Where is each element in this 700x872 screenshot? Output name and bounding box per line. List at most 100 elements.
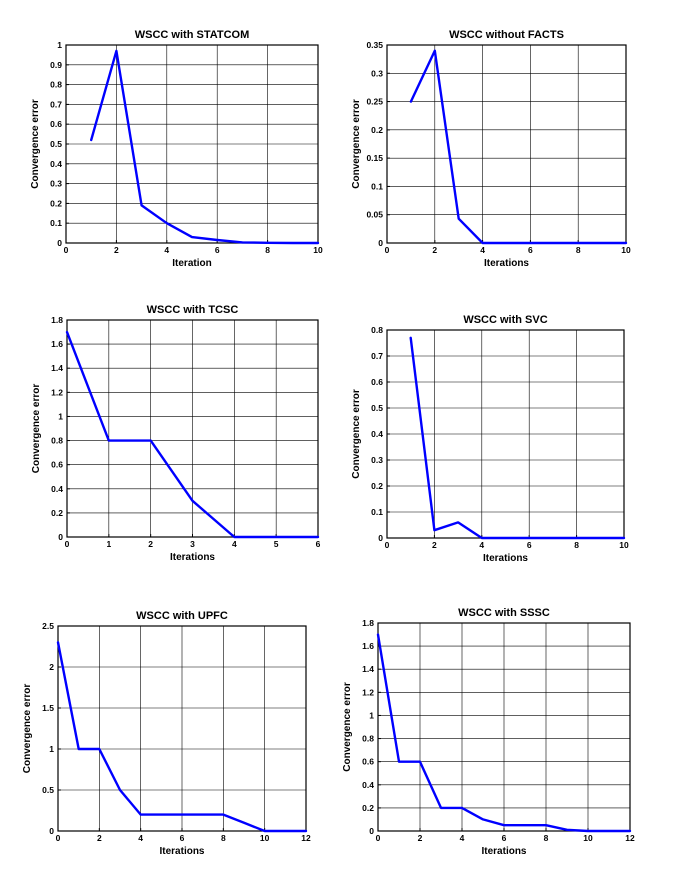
x-tick-label: 4 [480,245,485,255]
y-tick-label: 0.25 [366,97,383,107]
y-tick-label: 0 [57,238,62,248]
y-tick-label: 0.6 [51,460,63,470]
x-tick-label: 2 [114,245,119,255]
x-tick-label: 0 [56,833,61,843]
y-tick-label: 0.3 [50,179,62,189]
x-tick-label: 0 [65,539,70,549]
y-tick-label: 1 [369,710,374,720]
chart-title: WSCC with STATCOM [135,29,249,41]
y-tick-label: 0.8 [51,436,63,446]
y-tick-label: 0.6 [50,119,62,129]
series-line [409,49,628,245]
x-tick-label: 10 [621,245,631,255]
y-tick-label: 0.5 [371,403,383,413]
y-tick-label: 0.6 [362,757,374,767]
x-tick-label: 5 [274,539,279,549]
y-tick-label: 0 [58,532,63,542]
x-tick-label: 2 [97,833,102,843]
chart-5: 0 2 4 6 8 10 12 0 0.5 1 1.5 2 2.5 WSCC with UPFC Itera… [22,610,311,857]
x-tick-label: 6 [527,540,532,550]
chart-1: 0 2 4 6 8 10 0 0.1 0.2 0.3 0.4 0.5 0.6 0.7 0.8 0.9 1 WSCC… [30,29,323,269]
chart-6: 0 2 4 6 8 10 12 0 0.2 0.4 0.6 0.8 1 1.2 1.4 1.6 1.8 WSCC … [342,607,635,857]
x-tick-label: 0 [376,833,381,843]
y-tick-label: 0 [378,238,383,248]
y-tick-label: 1 [49,744,54,754]
x-axis-label: Iterations [170,552,215,563]
y-tick-label: 0.2 [371,125,383,135]
y-tick-label: 1.2 [362,687,374,697]
y-tick-label: 0.5 [42,785,54,795]
x-tick-label: 6 [180,833,185,843]
y-tick-label: 0.1 [371,507,383,517]
x-axis-label: Iterations [481,846,526,857]
x-tick-label: 6 [502,833,507,843]
y-tick-label: 0.7 [50,99,62,109]
x-tick-label: 10 [583,833,593,843]
x-tick-label: 1 [106,539,111,549]
y-axis-label: Convergence error [30,99,41,189]
x-axis-label: Iterations [484,258,529,269]
y-tick-label: 0.7 [371,351,383,361]
y-tick-label: 0.8 [50,80,62,90]
x-tick-label: 2 [148,539,153,549]
x-tick-label: 4 [138,833,143,843]
x-tick-label: 2 [418,833,423,843]
y-tick-label: 0.2 [51,508,63,518]
x-tick-label: 6 [316,539,321,549]
y-tick-label: 1.8 [51,315,63,325]
y-axis-label: Convergence error [31,384,42,474]
y-tick-label: 1.4 [362,664,374,674]
y-tick-label: 0.3 [371,68,383,78]
x-tick-label: 2 [432,245,437,255]
x-tick-label: 10 [619,540,629,550]
y-tick-label: 0.2 [362,803,374,813]
x-tick-label: 3 [190,539,195,549]
y-tick-label: 1.6 [51,339,63,349]
x-axis-label: Iterations [159,846,204,857]
y-tick-label: 1.4 [51,363,63,373]
x-tick-label: 6 [215,245,220,255]
x-tick-label: 8 [544,833,549,843]
y-tick-label: 0.4 [362,780,374,790]
chart-2: 0 2 4 6 8 10 0 0.05 0.1 0.15 0.2 0.25 0.3 0.35 WSCC wi… [351,29,631,269]
chart-title: WSCC with SSSC [458,607,550,619]
x-tick-label: 8 [221,833,226,843]
y-axis-label: Convergence error [22,684,33,774]
chart-title: WSCC with UPFC [136,610,228,622]
x-tick-label: 12 [301,833,311,843]
y-tick-label: 1 [57,40,62,50]
y-tick-label: 2.5 [42,621,54,631]
y-tick-label: 1.5 [42,703,54,713]
x-tick-label: 0 [64,245,69,255]
y-tick-label: 0.05 [366,210,383,220]
x-tick-label: 0 [385,245,390,255]
chart-4: 0 2 4 6 8 10 0 0.1 0.2 0.3 0.4 0.5 0.6 0.7 0.8 WSCC wit… [351,314,629,564]
y-tick-label: 1.6 [362,641,374,651]
y-tick-label: 0.4 [51,484,63,494]
x-tick-label: 8 [574,540,579,550]
x-tick-label: 12 [625,833,635,843]
y-tick-label: 0 [49,826,54,836]
x-axis-label: Iterations [483,553,528,564]
y-tick-label: 0 [369,826,374,836]
chart-title: WSCC with TCSC [147,304,239,316]
x-tick-label: 8 [576,245,581,255]
series-line [89,49,320,245]
y-tick-label: 0.8 [371,325,383,335]
x-tick-label: 4 [164,245,169,255]
x-tick-label: 4 [460,833,465,843]
y-tick-label: 0.1 [50,218,62,228]
series-line [65,330,320,539]
y-tick-label: 0.9 [50,60,62,70]
series-line [376,633,632,833]
chart-title: WSCC without FACTS [449,29,564,41]
x-tick-label: 4 [479,540,484,550]
y-tick-label: 0.8 [362,734,374,744]
y-tick-label: 0 [378,533,383,543]
x-tick-label: 6 [528,245,533,255]
y-tick-label: 1.2 [51,387,63,397]
x-tick-label: 10 [313,245,323,255]
chart-title: WSCC with SVC [463,314,547,326]
y-tick-label: 1.8 [362,618,374,628]
y-tick-label: 0.1 [371,181,383,191]
